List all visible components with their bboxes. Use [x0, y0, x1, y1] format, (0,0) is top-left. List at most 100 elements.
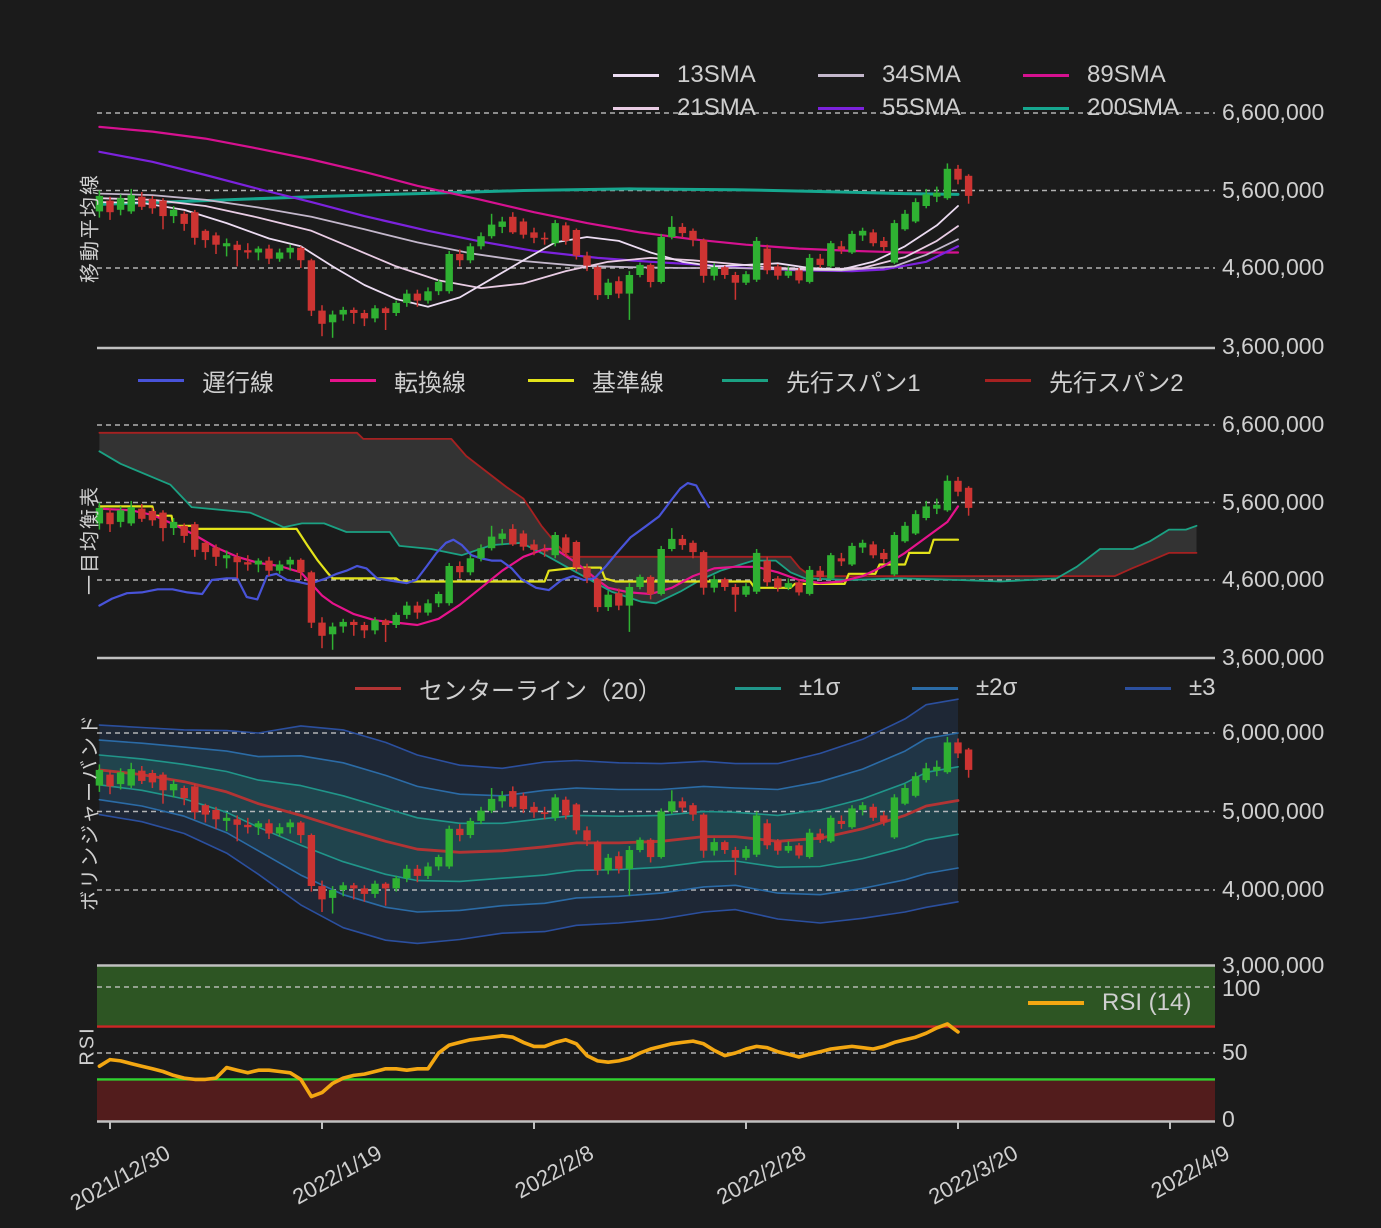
candle-body — [604, 594, 612, 608]
sma-legend-item-21sma: 21SMA — [613, 94, 756, 122]
candle-body — [519, 221, 528, 235]
candle-body — [583, 255, 591, 266]
candle-body — [106, 774, 114, 787]
candle-body — [636, 576, 644, 587]
candle-body — [646, 839, 655, 858]
candle-body — [731, 275, 740, 283]
candle-body — [413, 293, 422, 301]
candle-body — [244, 562, 252, 565]
candle-body — [201, 230, 210, 241]
candle-body — [201, 805, 210, 815]
bollinger-legend-item-2-label: ±2σ — [976, 674, 1018, 701]
candle-body — [466, 820, 475, 835]
candle-body — [880, 815, 888, 822]
ichimoku-cloud — [99, 432, 1197, 604]
candle-body — [307, 572, 316, 623]
candle-body — [572, 804, 581, 831]
ichimoku-legend-item-2: 基準線 — [528, 366, 664, 397]
candle-body — [191, 786, 199, 813]
sma34-line — [98, 192, 959, 272]
sma-legend-item-13sma-swatch — [613, 73, 659, 77]
candle-body — [275, 564, 284, 571]
candle-body — [604, 857, 612, 871]
panel-title-rsi: RSI — [76, 1026, 99, 1066]
bollinger-legend-item-1: ±1σ — [735, 674, 840, 702]
candle-body — [360, 888, 369, 894]
candle-body — [434, 594, 443, 604]
candle-body — [742, 586, 750, 595]
candle-body — [540, 812, 549, 814]
sma-legend-item-89sma: 89SMA — [1023, 61, 1166, 89]
candle-body — [286, 822, 294, 828]
y-axis-label-2-2: 4,000,000 — [1222, 875, 1325, 902]
candle-body — [710, 579, 718, 588]
candle-body — [360, 625, 369, 631]
candle-body — [668, 801, 676, 812]
candle-body — [159, 512, 167, 529]
candle-body — [742, 849, 750, 858]
candle-body — [530, 232, 538, 238]
bollinger-legend-item-0-label: センターライン（20） — [419, 677, 662, 705]
sma-legend-item-34sma-swatch — [818, 73, 864, 77]
sma-legend-item-200sma-label: 200SMA — [1087, 94, 1180, 121]
candle-body — [233, 819, 241, 825]
ichimoku-legend-item-3: 先行スパン1 — [722, 366, 921, 397]
candle-body — [901, 525, 909, 542]
candle-body — [254, 560, 263, 565]
candle-body — [530, 544, 538, 550]
candle-body — [699, 552, 708, 588]
ichimoku-legend-item-0-swatch — [138, 378, 184, 382]
candle-body — [222, 555, 231, 559]
candle-body — [233, 556, 241, 563]
sma-legend-item-21sma-swatch — [613, 106, 659, 110]
candle-body — [795, 582, 803, 593]
candle-body — [848, 808, 856, 828]
candle-body — [509, 791, 517, 807]
candle-body — [593, 842, 602, 871]
candle-body — [445, 254, 453, 292]
candle-body — [911, 202, 920, 222]
candle-body — [583, 567, 591, 578]
candle-body — [318, 622, 326, 636]
ichimoku-legend-item-4: 先行スパン2 — [985, 366, 1184, 397]
y-axis-label-2-0: 6,000,000 — [1222, 718, 1325, 745]
rsi-line-swatch — [1028, 1001, 1084, 1005]
panel-title-sma: 移動平均線 — [79, 173, 102, 283]
candle-body — [424, 291, 432, 301]
y-axis-label-2-1: 5,000,000 — [1222, 797, 1325, 824]
candle-body — [848, 233, 856, 253]
candle-body — [943, 480, 952, 511]
candle-body — [456, 828, 464, 836]
candle-body — [964, 487, 973, 508]
candle-body — [307, 260, 316, 311]
sma-legend-item-34sma-label: 34SMA — [882, 61, 961, 88]
candle-body — [710, 842, 718, 851]
candle-body — [816, 570, 824, 577]
candle-body — [212, 547, 220, 557]
bollinger-legend-item-3: ±3 — [1125, 674, 1216, 702]
sma-legend-item-200sma: 200SMA — [1023, 94, 1179, 122]
candle-body — [138, 770, 146, 781]
candle-body — [837, 558, 846, 562]
rsi-legend: RSI (14) — [1028, 989, 1191, 1017]
sma-legend-item-200sma-swatch — [1023, 106, 1069, 110]
ichimoku-legend-item-2-swatch — [528, 378, 574, 382]
candle-body — [530, 806, 538, 813]
sma-legend-item-13sma-label: 13SMA — [677, 61, 756, 88]
y-axis-label-0-2: 4,600,000 — [1222, 253, 1325, 280]
candle-body — [159, 200, 167, 217]
candle-body — [180, 213, 188, 224]
candle-body — [837, 246, 846, 250]
candle-body — [201, 542, 210, 553]
candle-body — [763, 823, 771, 846]
bollinger-legend-item-1-swatch — [735, 686, 781, 690]
candle-body — [519, 533, 528, 547]
candle-body — [625, 850, 634, 869]
candle-body — [562, 537, 570, 553]
candle-body — [805, 257, 814, 282]
ichimoku-legend-item-1: 転換線 — [330, 366, 466, 397]
candle-body — [487, 798, 496, 811]
candle-body — [286, 247, 294, 253]
candle-body — [699, 814, 708, 851]
